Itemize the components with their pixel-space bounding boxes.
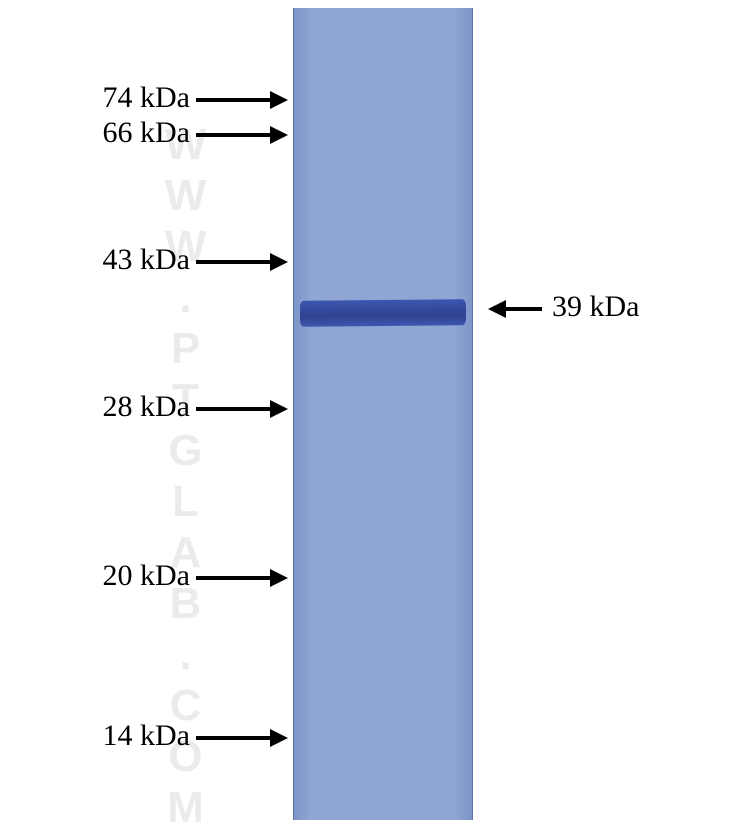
marker-arrow (196, 407, 274, 411)
marker-label: 20 kDa (103, 559, 190, 593)
target-arrow (502, 307, 542, 311)
marker-arrow (196, 736, 274, 740)
marker-label: 28 kDa (103, 390, 190, 424)
marker-label: 74 kDa (103, 81, 190, 115)
marker-label: 43 kDa (103, 243, 190, 277)
marker-arrow (196, 98, 274, 102)
marker-arrow (196, 576, 274, 580)
marker-label: 66 kDa (103, 116, 190, 150)
marker-arrow (196, 133, 274, 137)
protein-band (300, 299, 466, 326)
gel-figure: 74 kDa66 kDa 43 kDa 28 kDa 20 kDa 14 kDa 39 … (0, 0, 740, 828)
target-label: 39 kDa (552, 290, 639, 324)
marker-arrow (196, 260, 274, 264)
gel-lane (293, 8, 473, 820)
marker-label: 14 kDa (103, 719, 190, 753)
